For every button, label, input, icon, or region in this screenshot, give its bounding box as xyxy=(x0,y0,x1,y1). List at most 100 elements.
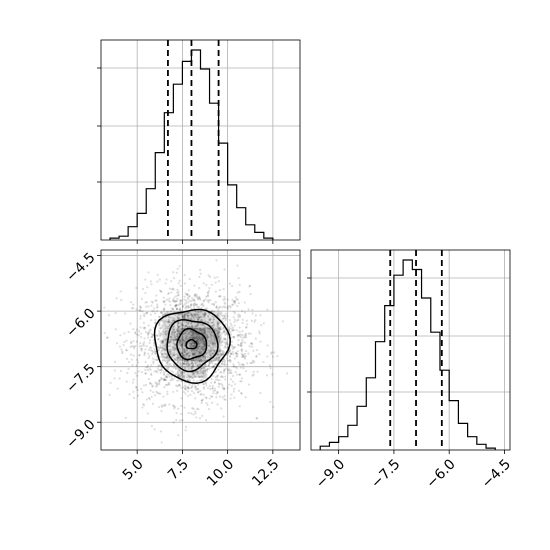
joint-scatter-point xyxy=(205,326,209,329)
joint-scatter-point xyxy=(180,322,183,325)
joint-scatter-point xyxy=(202,346,205,349)
joint-scatter-point xyxy=(166,356,169,359)
joint-scatter-point xyxy=(192,316,195,319)
joint-scatter-point xyxy=(158,324,161,327)
joint-scatter-point xyxy=(218,327,221,330)
joint-scatter-point xyxy=(168,383,171,386)
joint-scatter-point xyxy=(165,356,168,359)
joint-scatter-point xyxy=(212,326,215,329)
joint-scatter-point xyxy=(159,290,163,293)
joint-scatter-point xyxy=(163,322,166,325)
joint-scatter-point xyxy=(221,386,224,389)
joint-scatter-point xyxy=(170,291,173,294)
joint-scatter-point xyxy=(198,379,202,382)
joint-scatter-point xyxy=(208,387,212,391)
joint-scatter-point xyxy=(164,403,167,406)
joint-scatter-point xyxy=(186,386,189,389)
joint-scatter-point xyxy=(227,328,231,331)
joint-scatter-point xyxy=(187,387,190,390)
joint-scatter-point xyxy=(219,355,222,358)
joint-scatter-point xyxy=(151,310,154,313)
joint-scatter-point xyxy=(171,354,174,357)
joint-scatter-point xyxy=(237,313,240,316)
joint-scatter-point xyxy=(194,325,197,328)
joint-scatter-point xyxy=(196,341,200,344)
joint-scatter-point xyxy=(223,351,226,354)
joint-scatter-point xyxy=(205,365,208,368)
joint-scatter-point xyxy=(131,345,134,348)
joint-scatter-point xyxy=(173,351,176,354)
joint-scatter-point xyxy=(196,360,199,363)
joint-scatter-point xyxy=(205,384,208,387)
joint-scatter-point xyxy=(175,307,179,311)
joint-scatter-point xyxy=(227,369,231,372)
joint-scatter-point xyxy=(237,318,240,321)
joint-scatter-point xyxy=(180,339,183,342)
joint-scatter-point xyxy=(147,324,150,327)
joint-scatter-point xyxy=(201,336,204,339)
joint-scatter-point xyxy=(177,294,180,297)
joint-scatter-point xyxy=(205,401,208,405)
joint-scatter-point xyxy=(247,332,250,335)
joint-scatter-point xyxy=(224,333,227,336)
joint-scatter-point xyxy=(255,348,259,352)
joint-scatter-point xyxy=(214,389,217,392)
joint-scatter-point xyxy=(197,314,200,317)
joint-scatter-point xyxy=(170,280,173,283)
joint-scatter-point xyxy=(146,366,149,369)
joint-scatter-point xyxy=(174,358,177,362)
joint-scatter-point xyxy=(213,387,216,390)
joint-scatter-point xyxy=(197,305,201,309)
joint-scatter-point xyxy=(176,316,179,319)
joint-scatter-point xyxy=(198,352,201,355)
joint-scatter-point xyxy=(242,355,245,358)
joint-scatter-point xyxy=(201,323,204,326)
joint-scatter-point xyxy=(124,312,127,315)
joint-scatter-point xyxy=(218,305,222,309)
joint-scatter-point xyxy=(222,352,225,355)
joint-scatter-point xyxy=(164,349,167,352)
joint-scatter-point xyxy=(233,300,237,303)
joint-scatter-point xyxy=(172,333,175,336)
joint-scatter-point xyxy=(213,363,217,366)
joint-scatter-point xyxy=(170,321,173,324)
joint-scatter-point xyxy=(215,378,218,381)
joint-scatter-point xyxy=(211,315,214,318)
joint-scatter-point xyxy=(158,381,161,384)
joint-scatter-point xyxy=(155,385,158,388)
joint-scatter-point xyxy=(157,337,160,341)
joint-scatter-point xyxy=(121,350,124,353)
joint-scatter-point xyxy=(190,324,194,328)
joint-scatter-point xyxy=(164,324,167,327)
joint-scatter-point xyxy=(199,340,203,343)
joint-scatter-point xyxy=(146,412,149,415)
joint-scatter-point xyxy=(203,325,206,329)
joint-scatter-point xyxy=(234,365,238,369)
joint-scatter-point xyxy=(178,303,181,306)
joint-scatter-point xyxy=(150,349,153,352)
joint-scatter-point xyxy=(208,344,211,347)
joint-scatter-point xyxy=(205,320,209,324)
joint-scatter-point xyxy=(207,364,210,367)
joint-scatter-point xyxy=(177,373,180,376)
joint-scatter-point xyxy=(194,375,197,378)
joint-scatter-point xyxy=(161,340,164,343)
joint-scatter-point xyxy=(202,373,205,376)
joint-scatter-point xyxy=(226,353,229,356)
joint-scatter-point xyxy=(196,338,200,342)
joint-scatter-point xyxy=(175,418,178,422)
joint-scatter-point xyxy=(115,342,119,345)
joint-scatter-point xyxy=(223,387,226,390)
joint-scatter-point xyxy=(252,349,255,352)
joint-scatter-point xyxy=(147,331,150,334)
joint-scatter-point xyxy=(245,326,248,329)
joint-scatter-point xyxy=(221,353,225,356)
joint-scatter-point xyxy=(171,353,174,356)
joint-scatter-point xyxy=(196,337,199,340)
joint-scatter-point xyxy=(155,384,159,387)
joint-scatter-point xyxy=(159,430,163,433)
joint-scatter-point xyxy=(186,390,189,393)
joint-scatter-point xyxy=(123,340,126,344)
joint-scatter-point xyxy=(171,319,174,323)
joint-scatter-point xyxy=(212,341,215,344)
